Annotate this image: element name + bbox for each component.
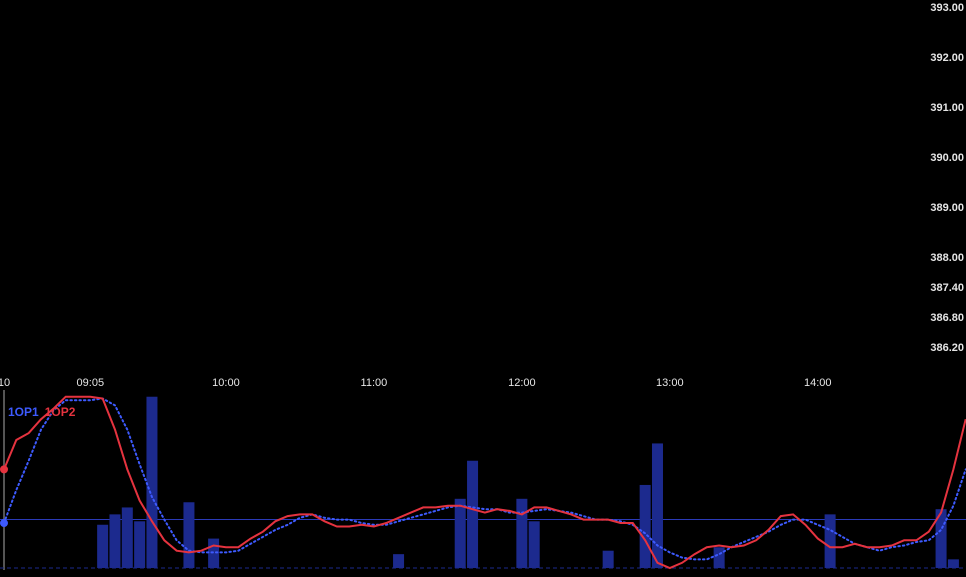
line-marker	[0, 519, 8, 528]
x-tick-label: 10	[0, 377, 10, 389]
bar	[121, 507, 133, 568]
y-tick-label: 386.20	[930, 342, 964, 354]
line-marker	[0, 465, 8, 474]
bar	[639, 484, 651, 568]
bar	[454, 498, 466, 568]
x-tick-label: 11:00	[361, 377, 388, 389]
legend-entry: 1OP1	[8, 405, 39, 419]
y-tick-label: 388.00	[930, 252, 964, 264]
indicator-line	[3, 397, 966, 561]
bar	[713, 547, 725, 568]
y-tick-label: 391.00	[930, 102, 964, 114]
bar	[134, 521, 146, 568]
y-tick-label: 390.00	[930, 152, 964, 164]
bar	[947, 559, 959, 568]
y-tick-label: 392.00	[930, 52, 964, 64]
bar	[146, 396, 158, 568]
bar	[651, 443, 663, 568]
bar	[109, 514, 121, 568]
bar	[183, 502, 195, 568]
bar	[824, 514, 836, 568]
legend-entry: 1OP2	[45, 405, 76, 419]
x-tick-label: 12:00	[508, 377, 536, 389]
y-tick-label: 386.80	[930, 312, 964, 324]
indicator-line	[3, 395, 966, 570]
bar	[97, 524, 109, 568]
y-tick-label: 387.40	[930, 282, 964, 294]
y-tick-label: 389.00	[930, 202, 964, 214]
bar	[208, 538, 220, 568]
x-tick-label: 10:00	[212, 377, 240, 389]
bar	[467, 460, 479, 568]
bar	[516, 498, 528, 568]
x-tick-label: 09:05	[77, 377, 105, 389]
x-tick-label: 13:00	[656, 377, 684, 389]
y-tick-label: 393.00	[930, 2, 964, 14]
x-tick-label: 14:00	[804, 377, 832, 389]
bar	[935, 509, 947, 568]
bar	[393, 554, 405, 568]
bar	[602, 550, 614, 568]
bar	[528, 521, 540, 568]
